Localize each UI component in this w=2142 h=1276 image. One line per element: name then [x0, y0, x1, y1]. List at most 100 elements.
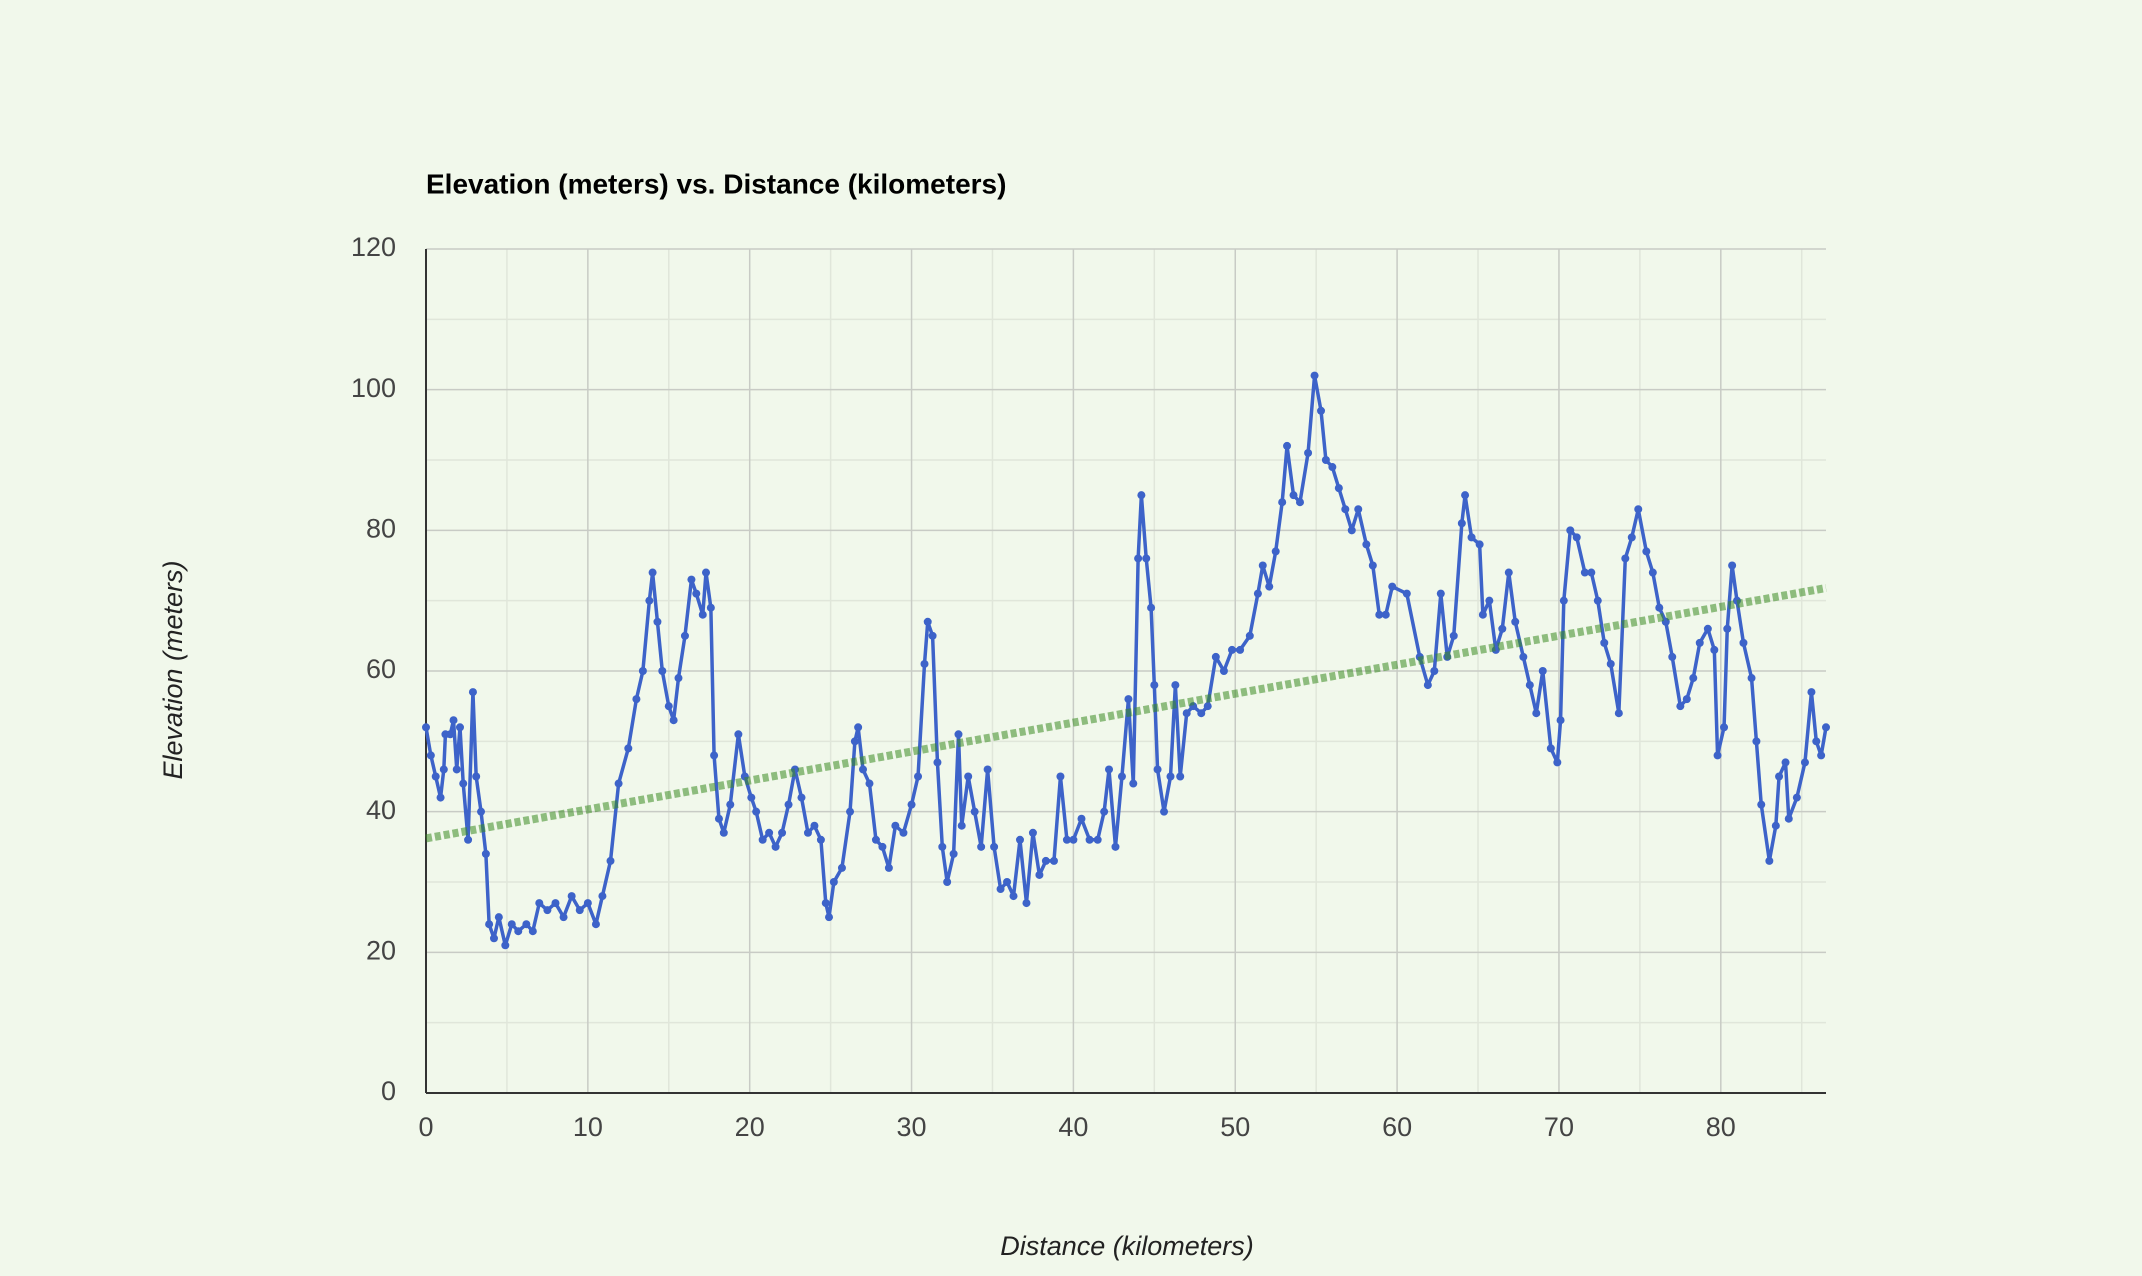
data-point: [1134, 554, 1143, 563]
data-point: [914, 772, 923, 781]
data-point: [1800, 758, 1809, 767]
data-point: [1546, 744, 1555, 753]
data-point: [468, 688, 477, 697]
data-point: [422, 723, 430, 732]
data-point: [598, 892, 607, 901]
data-point: [1538, 667, 1547, 675]
data-point: [698, 610, 707, 619]
data-point: [1710, 645, 1719, 654]
data-point: [1580, 568, 1589, 577]
data-point: [810, 821, 819, 830]
data-point: [1402, 589, 1411, 598]
data-point: [1676, 702, 1685, 711]
data-point: [1271, 547, 1280, 556]
data-point: [507, 920, 516, 929]
data-point: [1056, 772, 1065, 781]
data-point: [1728, 561, 1737, 570]
data-point: [1781, 758, 1790, 767]
data-point: [1757, 800, 1766, 809]
x-tick-label: 30: [897, 1112, 927, 1142]
data-point: [1176, 772, 1185, 781]
data-point: [543, 906, 552, 915]
y-tick-label: 40: [366, 795, 396, 825]
data-point: [734, 730, 743, 739]
data-point: [1511, 617, 1520, 626]
data-point: [1498, 624, 1507, 633]
data-point: [481, 849, 490, 858]
data-point: [1461, 491, 1470, 500]
y-tick-label: 0: [381, 1076, 396, 1106]
data-point: [996, 885, 1005, 894]
x-tick-label: 70: [1544, 1112, 1574, 1142]
data-point: [977, 842, 986, 851]
data-point: [1328, 463, 1337, 472]
x-tick-label: 20: [735, 1112, 765, 1142]
data-point: [431, 772, 440, 781]
data-point: [1475, 540, 1484, 549]
data-point: [1150, 681, 1159, 690]
data-point: [1467, 533, 1476, 542]
data-point: [567, 892, 576, 901]
data-point: [1771, 821, 1780, 830]
data-point: [606, 856, 615, 865]
data-point: [522, 920, 531, 929]
data-point: [658, 667, 667, 675]
data-point: [1655, 603, 1664, 612]
data-point: [1668, 652, 1677, 661]
x-tick-label: 40: [1058, 1112, 1088, 1142]
data-point: [771, 842, 780, 851]
data-point: [1478, 610, 1487, 619]
data-point: [891, 821, 900, 830]
data-point: [1775, 772, 1784, 781]
data-point: [1093, 835, 1102, 844]
y-axis-title: Elevation (meters): [158, 560, 188, 779]
data-point: [1682, 695, 1691, 704]
data-point: [494, 913, 503, 922]
data-point: [765, 828, 774, 837]
data-point: [1593, 596, 1602, 605]
data-point: [1283, 441, 1292, 450]
data-point: [583, 899, 592, 908]
data-point: [1627, 533, 1636, 542]
data-point: [983, 765, 992, 774]
data-point: [669, 716, 678, 725]
data-point: [1559, 596, 1568, 605]
data-point: [687, 575, 696, 584]
data-point: [1197, 709, 1206, 718]
data-point: [1253, 589, 1262, 598]
data-point: [1278, 498, 1287, 507]
data-point: [1015, 835, 1024, 844]
data-point: [528, 927, 537, 936]
data-point: [575, 906, 584, 915]
data-point: [1621, 554, 1630, 563]
data-point: [943, 878, 952, 886]
data-point: [1713, 751, 1722, 760]
data-point: [1334, 484, 1343, 493]
data-point: [653, 617, 662, 626]
data-point: [1600, 638, 1609, 647]
data-point: [1129, 779, 1138, 788]
data-point: [1228, 645, 1237, 654]
data-point: [632, 695, 641, 704]
data-point: [1525, 681, 1534, 690]
data-point: [821, 899, 830, 908]
data-point: [1504, 568, 1513, 577]
data-point: [1703, 624, 1712, 633]
data-point: [514, 927, 523, 936]
data-point: [1085, 835, 1094, 844]
data-point: [1219, 667, 1228, 675]
data-point: [638, 667, 647, 675]
data-point: [1368, 561, 1377, 570]
data-point: [1747, 674, 1756, 683]
data-point: [1310, 371, 1319, 380]
data-point: [1124, 695, 1133, 704]
data-point: [551, 899, 560, 908]
data-point: [1792, 793, 1801, 802]
data-point: [846, 807, 855, 816]
data-point: [816, 835, 825, 844]
data-point: [1817, 751, 1826, 760]
data-point: [674, 674, 683, 683]
x-tick-label: 0: [418, 1112, 433, 1142]
